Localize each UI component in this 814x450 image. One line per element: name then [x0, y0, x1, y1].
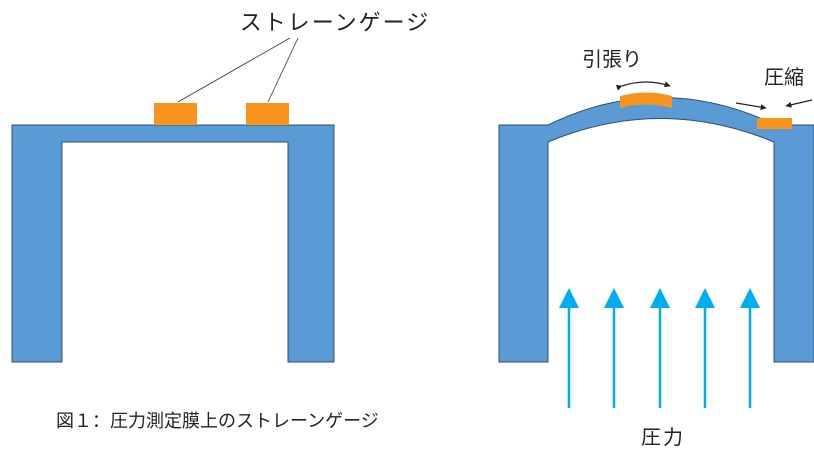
tension-arrow — [615, 81, 671, 91]
deflected-membrane-body — [498, 97, 814, 363]
right-pressurized-diagram: 引張り 圧縮 圧力 — [498, 47, 814, 449]
strain-gauge-left — [154, 103, 197, 125]
strain-gauge-right — [246, 103, 289, 125]
leader-line-right — [267, 37, 299, 103]
pressure-label: 圧力 — [641, 425, 685, 449]
figure-caption: 図１：圧力測定膜上のストレーンゲージ — [56, 411, 379, 432]
flat-membrane-body — [11, 124, 335, 363]
compression-arrow-right — [785, 99, 813, 108]
compression-label: 圧縮 — [764, 65, 804, 89]
left-unpressurized-diagram: ストレーンゲージ — [11, 11, 430, 363]
compression-arrow-left — [735, 102, 767, 111]
leader-line-left — [177, 37, 291, 103]
tension-label: 引張り — [582, 47, 642, 71]
strain-gauge-label: ストレーンゲージ — [240, 11, 430, 36]
compression-gauge — [757, 118, 792, 129]
tension-gauge — [620, 92, 672, 108]
pressure-arrows — [559, 288, 760, 408]
